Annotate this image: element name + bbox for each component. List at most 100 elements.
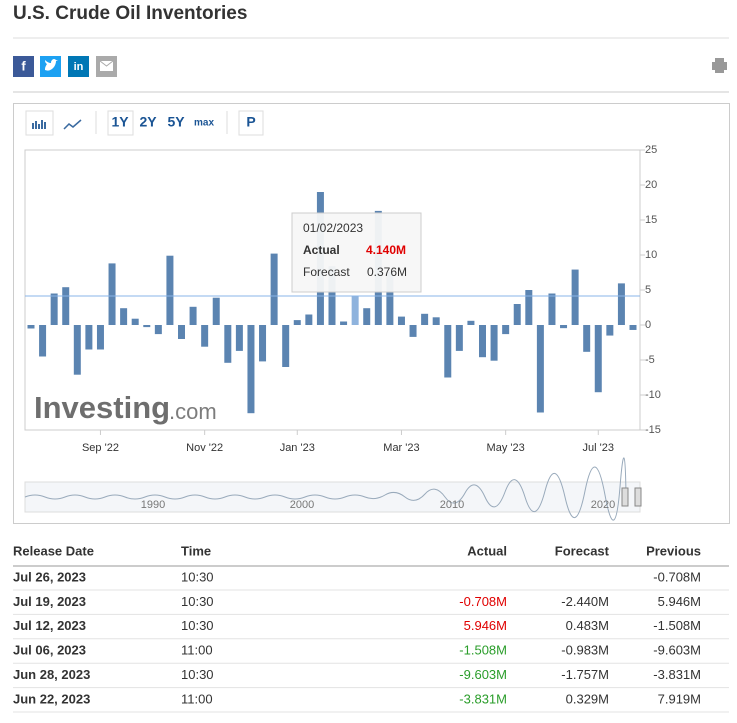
table-cell: Jun 28, 2023	[13, 667, 90, 682]
x-tick-label: Nov '22	[186, 442, 223, 454]
page-title: U.S. Crude Oil Inventories	[13, 3, 247, 24]
bar	[502, 325, 510, 335]
table-cell: -1.757M	[561, 667, 609, 682]
bar	[305, 314, 313, 325]
bar	[131, 318, 139, 325]
range-1y-button[interactable]	[107, 110, 134, 136]
table-cell: Jul 06, 2023	[13, 643, 86, 658]
tooltip-actual-label: Actual	[303, 243, 340, 257]
bar	[39, 325, 47, 357]
p-button[interactable]	[238, 110, 264, 136]
navigator-label: 2010	[440, 499, 464, 511]
tooltip-date: 01/02/2023	[303, 221, 363, 235]
table-cell: 11:00	[181, 691, 213, 706]
y-tick-label: -5	[645, 354, 655, 366]
bar-chart-button[interactable]	[25, 110, 54, 136]
bar	[224, 325, 232, 363]
table-cell: 7.919M	[658, 691, 701, 706]
y-tick-label: 10	[645, 249, 657, 261]
table-cell: -0.708M	[459, 594, 507, 609]
facebook-button[interactable]	[13, 56, 34, 77]
table-cell: 0.329M	[566, 691, 609, 706]
table-cell: 0.483M	[566, 618, 609, 633]
table-cell: 10:30	[181, 667, 214, 682]
bar	[490, 325, 498, 361]
bar	[479, 325, 486, 358]
bar	[247, 325, 255, 414]
bar	[363, 308, 371, 325]
twitter-icon	[45, 59, 58, 71]
y-tick-label: 5	[645, 284, 651, 296]
bar	[282, 325, 290, 367]
table-cell: -2.440M	[561, 594, 609, 609]
table-cell: 5.946M	[658, 594, 701, 609]
bar	[85, 325, 93, 350]
bar	[594, 325, 602, 393]
table-cell: -1.508M	[459, 643, 507, 658]
range-2y[interactable]: 2Y	[139, 114, 157, 130]
p-label[interactable]: P	[246, 114, 255, 130]
bar	[259, 325, 267, 362]
table-cell: Jun 22, 2023	[13, 691, 90, 706]
line-chart-button[interactable]	[63, 119, 82, 130]
watermark-suffix: .com	[169, 399, 217, 424]
navigator-handle[interactable]	[634, 487, 642, 507]
navigator-label: 2000	[290, 499, 314, 511]
table-header: Release Date	[13, 543, 94, 558]
bar	[606, 325, 614, 336]
table-cell: 10:30	[181, 569, 214, 584]
y-tick-label: 20	[645, 179, 657, 191]
navigator-label: 1990	[141, 499, 165, 511]
linkedin-button[interactable]	[68, 56, 89, 77]
y-tick-label: -15	[645, 424, 661, 436]
bar	[571, 269, 579, 325]
bar	[27, 325, 35, 329]
table-header: Actual	[467, 543, 507, 558]
bar	[432, 317, 440, 325]
y-tick-label: -10	[645, 389, 661, 401]
navigator	[24, 481, 641, 513]
table-cell: Jul 19, 2023	[13, 594, 86, 609]
bar	[270, 253, 278, 325]
x-tick-label: May '23	[487, 442, 525, 454]
navigator-label: 2020	[591, 499, 615, 511]
bar	[166, 255, 174, 325]
bar	[409, 325, 417, 337]
table-cell: -1.508M	[653, 618, 701, 633]
bar	[340, 321, 348, 325]
x-tick-label: Jan '23	[280, 442, 315, 454]
bar	[235, 325, 243, 351]
navigator-line	[24, 457, 627, 521]
table-cell: Jul 26, 2023	[13, 569, 86, 584]
x-tick-label: Jul '23	[583, 442, 614, 454]
bar	[467, 320, 475, 325]
tooltip	[291, 212, 422, 293]
linkedin-icon: in	[74, 61, 84, 73]
bar	[154, 325, 162, 335]
table-cell: -9.603M	[653, 643, 701, 658]
bar	[583, 325, 591, 352]
bar	[548, 293, 556, 325]
y-tick-label: 0	[645, 319, 651, 331]
email-icon-flap	[99, 60, 114, 67]
chart-box	[13, 103, 730, 524]
table-header: Time	[181, 543, 211, 558]
table-cell: -9.603M	[459, 667, 507, 682]
table-cell: 10:30	[181, 618, 214, 633]
table-cell: -0.983M	[561, 643, 609, 658]
range-max[interactable]: max	[194, 118, 214, 129]
facebook-icon: f	[21, 58, 26, 73]
table-cell: -0.708M	[653, 569, 701, 584]
table-cell: -3.831M	[653, 667, 701, 682]
bar	[212, 297, 220, 325]
range-5y[interactable]: 5Y	[167, 114, 185, 130]
range-1y[interactable]: 1Y	[111, 114, 129, 130]
print-button[interactable]	[712, 58, 727, 73]
bar	[421, 313, 429, 325]
bar	[617, 283, 625, 325]
x-tick-label: Sep '22	[82, 442, 119, 454]
bar	[351, 296, 359, 325]
navigator-handle[interactable]	[621, 487, 629, 507]
bar	[189, 306, 197, 325]
